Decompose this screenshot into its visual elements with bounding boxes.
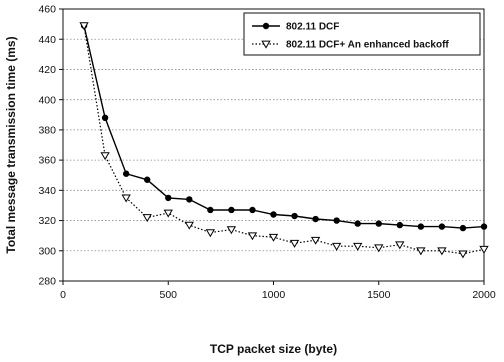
data-point <box>395 241 405 250</box>
data-point <box>353 242 363 251</box>
data-point <box>184 221 194 230</box>
data-point <box>291 212 298 220</box>
y-tick-label: 420 <box>38 64 56 76</box>
data-point <box>101 114 109 122</box>
data-point <box>289 239 300 248</box>
y-tick-label: 360 <box>38 155 56 167</box>
legend-marker-enhanced <box>261 40 271 49</box>
x-tick-label: 1500 <box>367 289 391 301</box>
x-tick-label: 1000 <box>262 289 286 301</box>
y-tick-label: 440 <box>38 34 56 46</box>
data-point <box>459 224 467 232</box>
series-layer <box>79 22 489 259</box>
data-point <box>247 232 258 241</box>
series-line <box>83 25 485 229</box>
y-tick-label: 340 <box>38 185 56 197</box>
x-axis-title: TCP packet size (byte) <box>210 342 337 356</box>
data-point <box>480 223 488 230</box>
data-point <box>310 236 321 245</box>
data-point <box>479 245 489 254</box>
data-point <box>79 22 89 31</box>
data-point <box>142 214 152 223</box>
series-line <box>83 25 485 255</box>
y-tick-label: 300 <box>38 245 56 257</box>
x-tick-label: 0 <box>60 289 66 301</box>
data-point <box>122 170 130 177</box>
data-point <box>354 220 361 227</box>
data-point <box>186 196 193 203</box>
data-point <box>228 206 235 214</box>
legend-label-enhanced: 802.11 DCF+ An enhanced backoff <box>286 40 449 51</box>
legend-marker-dcf <box>262 22 270 30</box>
data-point <box>458 250 468 259</box>
data-point <box>438 223 446 230</box>
data-point <box>268 233 279 242</box>
data-point <box>100 152 110 161</box>
axis-ticks: 280 300 320 340 360 380 400 420 440 460 0 500 1000 15… <box>38 4 495 301</box>
x-tick-label: 500 <box>159 289 177 301</box>
data-point <box>312 215 319 223</box>
data-point <box>437 247 447 256</box>
legend-label-dcf: 802.11 DCF <box>286 22 339 33</box>
gridlines <box>63 38 484 252</box>
data-point <box>416 247 426 256</box>
data-point <box>163 209 173 218</box>
data-point <box>205 229 216 238</box>
data-point <box>249 206 256 214</box>
data-point <box>270 211 277 218</box>
data-point <box>375 220 382 227</box>
y-axis-title: Total message transmission time (ms) <box>4 36 18 253</box>
data-point <box>144 176 151 183</box>
legend-box <box>243 12 481 56</box>
legend: 802.11 DCF 802.11 DCF+ An enhanced backo… <box>243 12 481 56</box>
data-point <box>207 206 214 214</box>
y-tick-label: 460 <box>38 4 56 16</box>
series-enhanced-backoff <box>79 22 489 259</box>
y-tick-label: 280 <box>38 276 56 288</box>
data-point <box>121 194 131 203</box>
data-point <box>333 217 340 224</box>
data-point <box>374 244 384 253</box>
data-point <box>165 194 172 202</box>
data-point <box>417 223 425 230</box>
x-tick-label: 2000 <box>472 289 496 301</box>
y-tick-label: 400 <box>38 94 56 106</box>
data-point <box>331 242 342 251</box>
y-tick-label: 320 <box>38 215 56 227</box>
data-point <box>226 226 237 235</box>
data-point <box>396 221 403 229</box>
y-tick-label: 380 <box>38 124 56 136</box>
